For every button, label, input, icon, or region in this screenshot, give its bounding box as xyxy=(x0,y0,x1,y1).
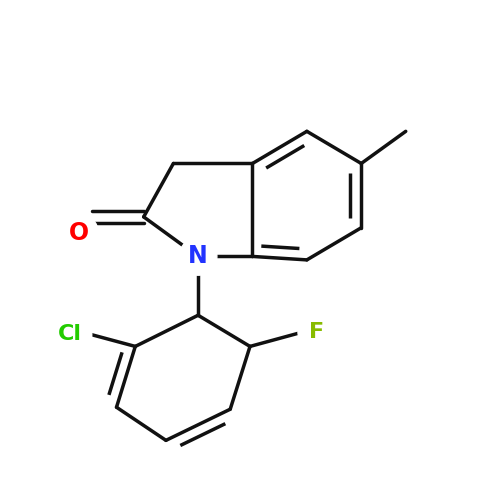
Circle shape xyxy=(60,214,98,252)
Text: N: N xyxy=(188,244,208,268)
Circle shape xyxy=(298,313,336,350)
Text: O: O xyxy=(70,220,89,244)
Circle shape xyxy=(180,238,217,275)
Text: F: F xyxy=(309,322,324,342)
Circle shape xyxy=(48,312,92,356)
Text: Cl: Cl xyxy=(58,324,82,344)
